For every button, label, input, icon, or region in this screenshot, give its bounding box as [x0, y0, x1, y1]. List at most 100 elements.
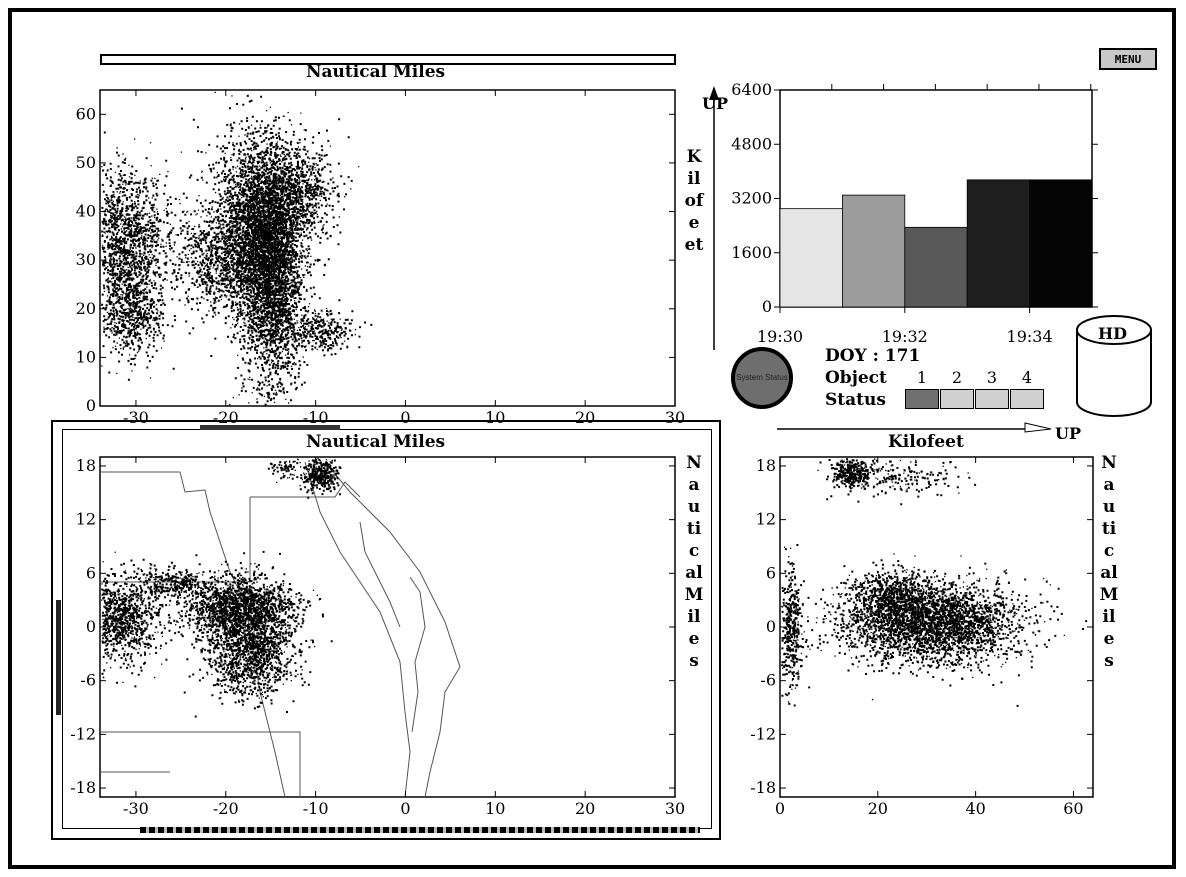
- map-boundary: [100, 731, 301, 797]
- point-cluster: [146, 194, 294, 335]
- x-tick-label: 20: [868, 799, 888, 818]
- bar-y-tick-label: 0: [762, 297, 772, 316]
- map-boundary: [100, 497, 251, 583]
- y-tick-label: 6: [766, 563, 776, 582]
- point-cluster: [827, 555, 950, 637]
- bar-3: [904, 226, 968, 308]
- horizontal-up-arrow-icon: [777, 422, 1052, 433]
- map-boundary: [359, 521, 401, 628]
- x-tick-label: 40: [965, 799, 985, 818]
- bar-x-tick-label: 19:34: [1007, 327, 1053, 346]
- y-tick-label: -18: [750, 778, 776, 797]
- object-status-4[interactable]: [1010, 389, 1044, 409]
- scatter1-y-label: Kilofeet: [684, 147, 704, 255]
- point-cluster: [826, 458, 977, 506]
- bar-chart: 0 1600 3200 4800 6400 19:30 19:32 19:34: [709, 80, 1098, 350]
- y-tick-label: 0: [86, 396, 96, 415]
- point-cluster: [183, 580, 333, 718]
- bar-y-tick-label: 6400: [731, 80, 772, 99]
- x-tick-label: 20: [575, 799, 595, 818]
- point-cluster: [101, 551, 200, 688]
- scatter2-frame: [51, 420, 721, 840]
- up-arrow-head-icon: [709, 86, 719, 100]
- y-tick-label: -18: [70, 778, 96, 797]
- x-tick-label: 0: [400, 408, 410, 425]
- point-cluster: [215, 119, 326, 406]
- scatter3-plot: 0 20 40 60 -18 -12 -6 0 6 12 18: [750, 456, 1094, 818]
- scatter2-y-label: Nautical Miles: [684, 453, 704, 671]
- point-cluster: [101, 131, 207, 363]
- scatter2-plot: -30 -20 -10 0 10 20 30 -18 -12 -6 0 6 12 18: [70, 456, 685, 818]
- point-cluster: [299, 458, 342, 499]
- scatter1-title: Nautical Miles: [306, 62, 446, 82]
- object-status-1[interactable]: [905, 389, 939, 409]
- point-cluster: [261, 307, 373, 357]
- x-tick-label: 30: [665, 799, 685, 818]
- y-tick-label: 0: [86, 617, 96, 636]
- y-tick-label: -12: [750, 724, 776, 743]
- scatter2-left-slider[interactable]: [56, 600, 61, 715]
- y-tick-label: 30: [76, 250, 96, 269]
- menu-button[interactable]: MENU: [1099, 48, 1157, 70]
- bar-1: [779, 208, 843, 308]
- bar-y-tick-label: 1600: [731, 243, 772, 262]
- scatter2-top-slider[interactable]: [200, 425, 340, 430]
- x-tick-label: 0: [400, 799, 410, 818]
- x-tick-label: -30: [123, 799, 149, 818]
- point-cluster: [817, 458, 878, 493]
- doy-label: DOY : 171: [825, 346, 921, 366]
- y-tick-label: 18: [756, 456, 776, 475]
- bar-y-tick-label: 3200: [731, 189, 772, 208]
- object-label: Object: [825, 368, 887, 388]
- y-tick-label: 12: [76, 510, 96, 529]
- y-tick-label: 50: [76, 153, 96, 172]
- y-tick-label: 18: [76, 456, 96, 475]
- bar-up-label: UP: [702, 94, 728, 113]
- map-boundary: [409, 576, 426, 733]
- scatter2-title: Nautical Miles: [306, 432, 446, 452]
- y-tick-label: -12: [70, 724, 96, 743]
- bar-5: [1029, 179, 1093, 308]
- scatter2-plot-area[interactable]: [99, 456, 676, 798]
- x-tick-label: -10: [303, 799, 329, 818]
- hd-label: HD: [1098, 324, 1127, 343]
- point-cluster: [781, 544, 810, 707]
- scatter2-bottom-slider[interactable]: [140, 827, 700, 833]
- object-status-3[interactable]: [975, 389, 1009, 409]
- map-boundary: [324, 461, 461, 798]
- map-boundary: [250, 481, 361, 498]
- point-cluster: [101, 232, 177, 381]
- x-tick-label: 0: [775, 799, 785, 818]
- point-cluster: [151, 550, 324, 664]
- status-label: Status: [825, 390, 886, 410]
- system-status-button[interactable]: System Status: [731, 347, 793, 409]
- object-number-2: 2: [951, 368, 963, 387]
- bar-y-tick-label: 4800: [731, 134, 772, 153]
- hd-cylinder-icon[interactable]: [1074, 312, 1154, 420]
- y-tick-label: 60: [76, 104, 96, 123]
- y-tick-label: 20: [76, 299, 96, 318]
- bar-x-tick-label: 19:32: [882, 327, 928, 346]
- object-number-4: 4: [1021, 368, 1033, 387]
- bar-x-tick-label: 19:30: [757, 327, 803, 346]
- object-status-2[interactable]: [940, 389, 974, 409]
- bar-2: [841, 194, 906, 308]
- y-tick-label: -6: [80, 671, 96, 690]
- y-tick-label: 40: [76, 202, 96, 221]
- x-tick-label: -20: [213, 799, 239, 818]
- top-horizontal-slider[interactable]: [100, 54, 676, 65]
- horizontal-up-label: UP: [1055, 424, 1081, 443]
- point-cluster: [126, 559, 237, 604]
- object-number-1: 1: [916, 368, 928, 387]
- object-number-3: 3: [986, 368, 998, 387]
- y-tick-label: 0: [766, 617, 776, 636]
- map-boundary: [100, 471, 286, 798]
- y-tick-label: -6: [760, 671, 776, 690]
- point-cluster: [267, 458, 307, 483]
- map-boundary: [304, 461, 411, 798]
- scatter1-plot-area[interactable]: [99, 89, 676, 407]
- scatter3-y-label: Nautical Miles: [1099, 453, 1119, 671]
- x-tick-label: 10: [485, 799, 505, 818]
- y-tick-label: 6: [86, 563, 96, 582]
